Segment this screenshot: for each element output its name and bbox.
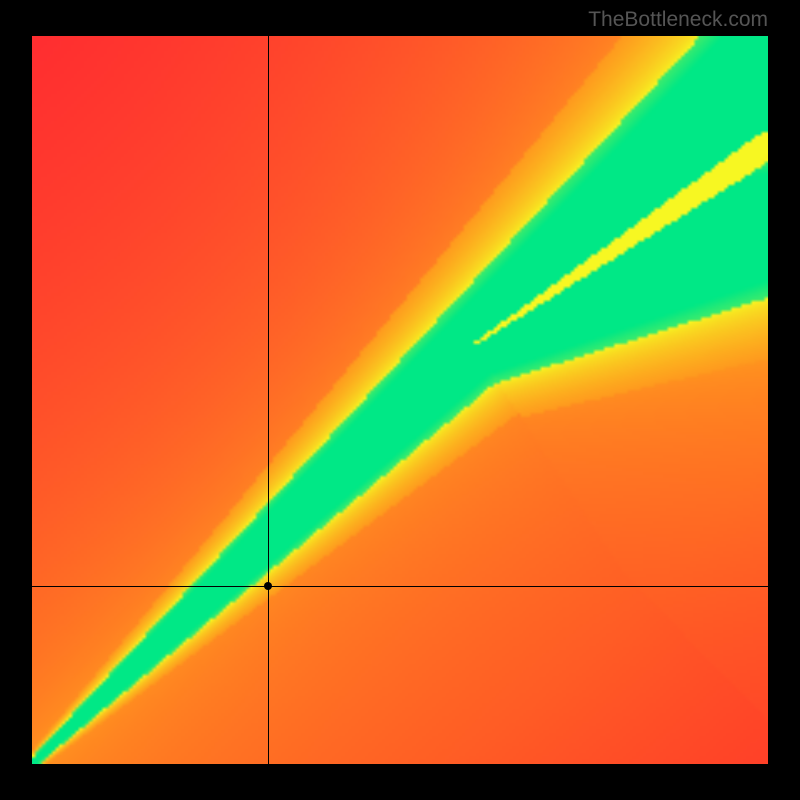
crosshair-horizontal [32, 586, 768, 587]
crosshair-vertical [268, 36, 269, 764]
bottleneck-heatmap [32, 36, 768, 764]
watermark-text: TheBottleneck.com [588, 8, 768, 32]
crosshair-dot [264, 582, 272, 590]
plot-area [32, 36, 768, 764]
